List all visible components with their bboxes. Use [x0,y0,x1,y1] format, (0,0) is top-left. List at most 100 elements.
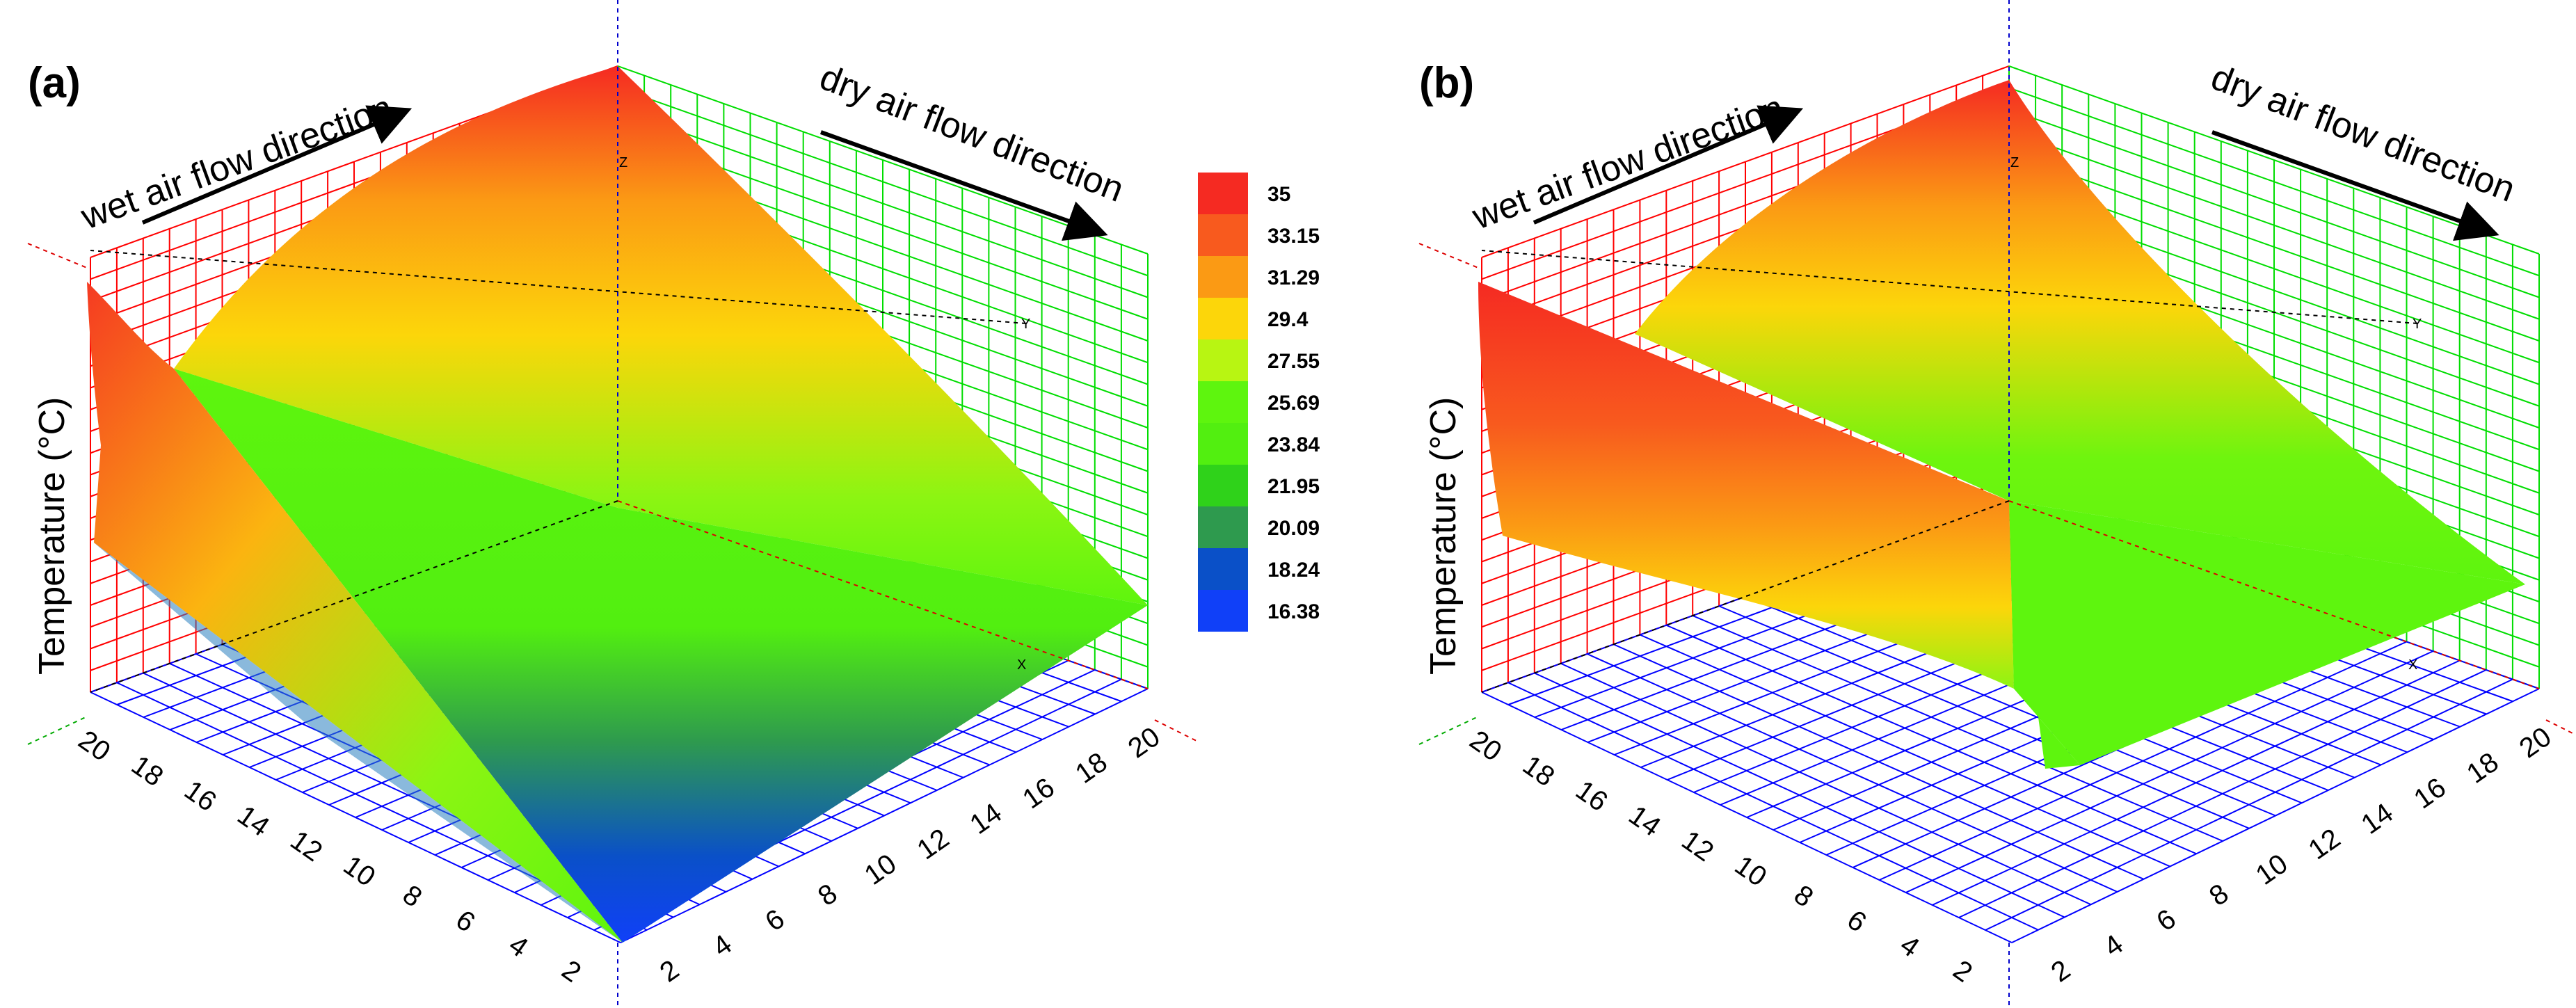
panel-grid-line [1534,672,2065,918]
panel-b-axis-y-label: Y [2413,317,2422,332]
panel-grid-line [2011,688,2540,943]
panel-a-surface-front [174,369,1148,943]
panel-a-surface [87,66,1148,943]
panel-b-label: (b) [1419,59,1474,107]
panel-a-y-axis-title: Temperature (°C) [32,397,72,675]
colorbar-label: 23.84 [1267,433,1320,456]
panel-grid-line [1507,682,2039,931]
colorbar-label: 20.09 [1267,517,1320,540]
tick-label: 18 [126,750,169,793]
tick-label: 18 [1070,746,1113,790]
panel-a-axis-x-label: X [1017,657,1026,673]
tick-label: 8 [2204,878,2234,912]
panel-b-axes [1418,0,2575,1008]
tick-label: 14 [1623,800,1666,843]
panel-grid-line [617,87,1149,277]
tick-label: 14 [2355,797,2399,840]
tick-label: 6 [2151,904,2181,938]
panel-a-axis-z-label: Z [619,155,627,170]
tick-label: 16 [179,775,222,818]
panel-a-axes [27,0,1197,1008]
colorbar-label: 33.15 [1267,225,1320,248]
panel-grid-line [1613,643,2144,880]
tick-label: 6 [1841,904,1871,938]
tick-label: 14 [964,797,1007,840]
panel-a: Z Y X (a) wet air flow direction dry air… [27,0,1197,1008]
tick-label: 20 [73,725,116,768]
tick-label: 8 [813,878,842,912]
panel-grid-line [1958,669,2487,918]
tick-label: 2 [1948,954,1978,989]
colorbar-swatch [1198,548,1248,590]
tick-label: 8 [397,879,427,913]
colorbar-swatch [1198,381,1248,423]
panel-grid-line [1985,678,2513,931]
colorbar-swatch [1198,590,1248,632]
colorbar-label: 29.4 [1267,308,1309,331]
colorbar-label: 27.55 [1267,350,1320,373]
tick-label: 10 [859,848,902,891]
panel-b-axis-z-label: Z [2010,155,2019,170]
colorbar-swatch [1198,256,1248,298]
panel-grid-line [620,688,1149,943]
panel-grid-line [1932,659,2461,906]
colorbar-swatch [1198,465,1248,506]
tick-label: 2 [655,954,685,989]
panel-grid-line [1718,605,2250,829]
panel-grid-line [2008,65,2540,255]
colorbar: 35 33.15 31.29 29.4 27.55 25.69 23.84 21.95 20.0… [1198,173,1320,632]
tick-label: 4 [2099,929,2129,963]
panel-grid-line [617,109,1149,298]
panel-grid-line [1481,65,2010,258]
panel-b-wet-flow-label: wet air flow direction [1466,88,1789,238]
panel-a-dry-flow-arrow [819,130,1108,241]
panel-grid-line [1692,615,2223,842]
panel-b-y-axis-title: Temperature (°C) [1423,397,1464,675]
tick-label: 12 [912,823,955,866]
tick-label: 20 [2514,721,2557,765]
tick-label: 20 [1464,725,1507,768]
colorbar-swatch [1198,339,1248,381]
panel-grid-line [1560,662,2092,906]
colorbar-label: 16.38 [1267,600,1320,623]
colorbar-swatch [1198,423,1248,465]
panel-b-axis-x-label: X [2408,657,2417,673]
colorbar-label: 21.95 [1267,475,1320,498]
tick-label: 12 [285,825,328,868]
panel-b-surface-front [2009,501,2080,769]
colorbar-label: 18.24 [1267,559,1320,582]
tick-label: 14 [232,800,275,843]
panel-grid-line [90,691,621,943]
tick-label: 20 [1123,721,1166,765]
tick-label: 8 [1789,879,1818,913]
panel-grid-line [2008,109,2540,298]
tick-label: 16 [1570,775,1613,818]
tick-label: 12 [2303,823,2346,866]
panel-grid-line [1481,691,2013,943]
panel-a-axis-y-label: Y [1021,317,1030,332]
panel-grid-line [1879,641,2407,881]
tick-label: 10 [338,850,381,893]
tick-label: 18 [1517,750,1560,793]
panel-b-surface-floor [2009,501,2525,765]
colorbar-label: 35 [1267,183,1290,206]
panel-a-surface-left [87,282,623,943]
colorbar-swatch [1198,298,1248,339]
panel-grid-line [2008,152,2540,342]
panel-grid-line [1639,634,2170,867]
panel-grid-line [1665,624,2197,855]
panel-b: Z Y X (b) wet air flow direction dry air… [1418,0,2575,1008]
tick-label: 6 [450,904,480,938]
colorbar-swatch [1198,506,1248,548]
panel-b-dry-flow-arrow [2211,130,2499,241]
colorbar-swatch [1198,173,1248,214]
panel-grid-line [2008,130,2540,320]
panel-grid-line [617,65,1149,255]
tick-label: 2 [557,954,586,989]
panel-b-wet-flow-arrow [1533,105,1804,225]
colorbar-label: 25.69 [1267,392,1320,415]
panel-b-surface-wall [1478,282,2014,689]
tick-label: 4 [1894,929,1924,963]
panel-a-surface-left-lower [94,543,623,943]
